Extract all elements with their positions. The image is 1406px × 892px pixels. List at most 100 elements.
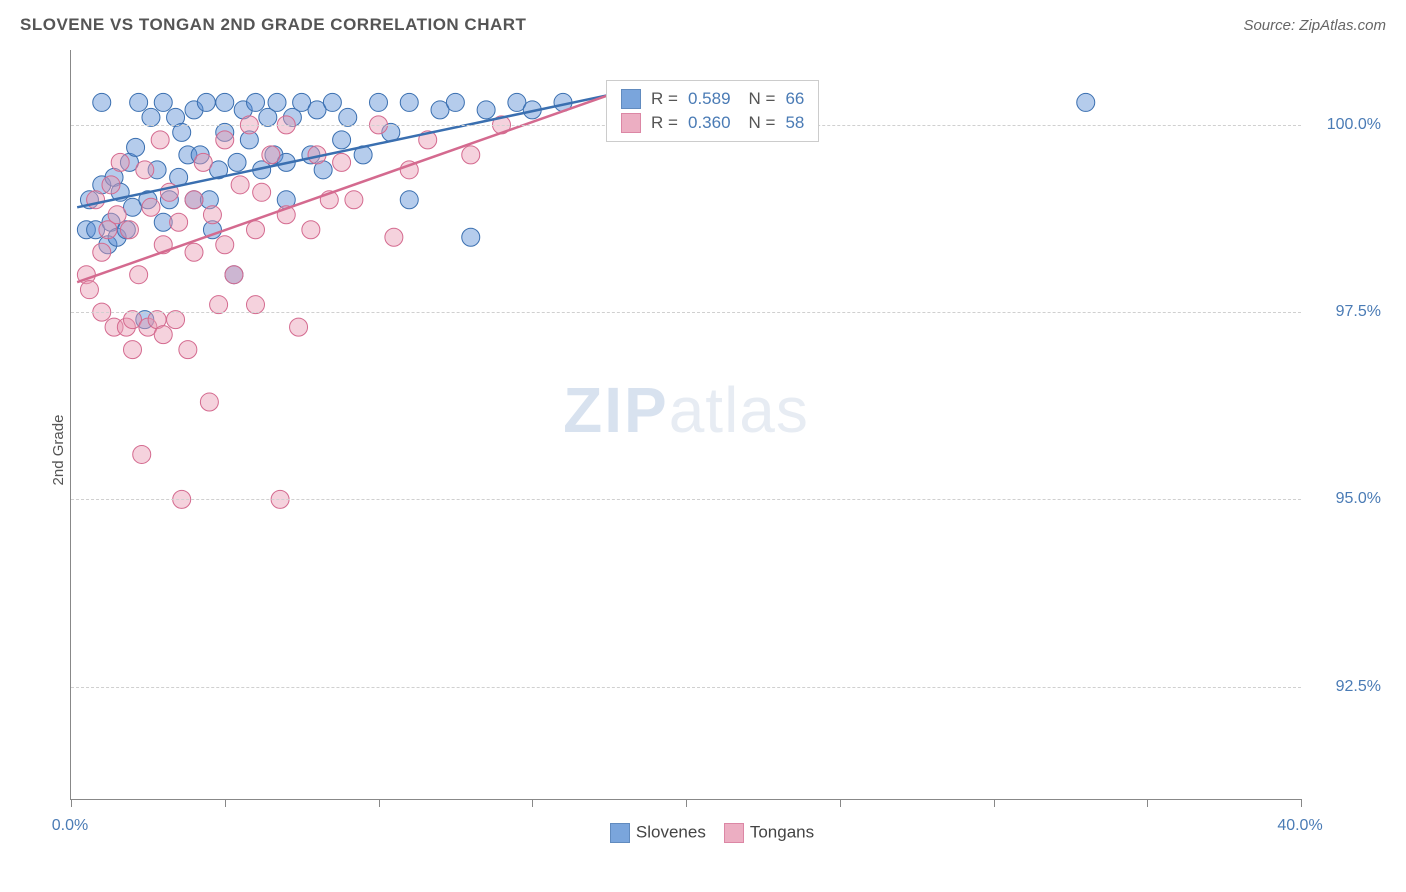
data-point xyxy=(247,221,265,239)
data-point xyxy=(154,93,172,111)
data-point xyxy=(210,296,228,314)
data-point xyxy=(200,393,218,411)
x-tick xyxy=(71,799,72,807)
grid-line xyxy=(71,499,1301,500)
x-tick-label: 0.0% xyxy=(52,817,88,835)
chart-title: SLOVENE VS TONGAN 2ND GRADE CORRELATION … xyxy=(20,15,526,35)
data-point xyxy=(1077,93,1095,111)
data-point xyxy=(93,243,111,261)
data-point xyxy=(203,206,221,224)
data-point xyxy=(477,101,495,119)
data-point xyxy=(108,206,126,224)
data-point xyxy=(462,146,480,164)
stats-row: R = 0.589 N = 66 xyxy=(621,87,804,111)
stats-row: R = 0.360 N = 58 xyxy=(621,111,804,135)
data-point xyxy=(216,236,234,254)
stats-r-label: R = xyxy=(651,113,678,133)
data-point xyxy=(133,445,151,463)
data-point xyxy=(170,213,188,231)
y-tick-label: 100.0% xyxy=(1327,116,1381,134)
data-point xyxy=(154,326,172,344)
y-tick-label: 95.0% xyxy=(1336,490,1381,508)
x-tick xyxy=(379,799,380,807)
y-axis-label: 2nd Grade xyxy=(50,415,67,486)
y-tick-label: 92.5% xyxy=(1336,678,1381,696)
footer-legend: Slovenes Tongans xyxy=(15,822,1391,843)
stats-n-label: N = xyxy=(749,113,776,133)
data-point xyxy=(268,93,286,111)
data-point xyxy=(462,228,480,246)
plot-area: ZIPatlas R = 0.589 N = 66 R = 0.360 N = … xyxy=(70,50,1301,800)
x-tick xyxy=(994,799,995,807)
chart-container: SLOVENE VS TONGAN 2ND GRADE CORRELATION … xyxy=(0,0,1406,892)
x-tick xyxy=(840,799,841,807)
data-point xyxy=(228,153,246,171)
x-tick-label: 40.0% xyxy=(1277,817,1322,835)
x-tick xyxy=(1301,799,1302,807)
data-point xyxy=(80,281,98,299)
grid-line xyxy=(71,312,1301,313)
y-tick-label: 97.5% xyxy=(1336,303,1381,321)
data-point xyxy=(385,228,403,246)
data-point xyxy=(231,176,249,194)
legend-label: Slovenes xyxy=(636,823,706,842)
data-point xyxy=(302,221,320,239)
data-point xyxy=(142,198,160,216)
data-point xyxy=(120,221,138,239)
data-point xyxy=(247,296,265,314)
stats-r-label: R = xyxy=(651,89,678,109)
stats-swatch xyxy=(621,113,641,133)
x-tick xyxy=(532,799,533,807)
chart-area: 2nd Grade ZIPatlas R = 0.589 N = 66 R = … xyxy=(15,45,1391,855)
stats-n-label: N = xyxy=(749,89,776,109)
legend-swatch xyxy=(610,823,630,843)
data-point xyxy=(111,153,129,171)
data-point xyxy=(124,341,142,359)
data-point xyxy=(333,153,351,171)
data-point xyxy=(87,191,105,209)
data-point xyxy=(253,183,271,201)
x-tick xyxy=(225,799,226,807)
data-point xyxy=(173,123,191,141)
data-point xyxy=(446,93,464,111)
stats-r-value: 0.360 xyxy=(688,113,731,133)
data-point xyxy=(167,311,185,329)
data-point xyxy=(400,191,418,209)
stats-swatch xyxy=(621,89,641,109)
data-point xyxy=(323,93,341,111)
data-point xyxy=(247,93,265,111)
data-point xyxy=(185,243,203,261)
data-point xyxy=(136,161,154,179)
data-point xyxy=(142,108,160,126)
data-point xyxy=(185,191,203,209)
data-point xyxy=(400,93,418,111)
data-point xyxy=(333,131,351,149)
legend-label: Tongans xyxy=(750,823,814,842)
data-point xyxy=(127,138,145,156)
data-point xyxy=(102,176,120,194)
data-point xyxy=(225,266,243,284)
grid-line xyxy=(71,687,1301,688)
chart-header: SLOVENE VS TONGAN 2ND GRADE CORRELATION … xyxy=(15,15,1391,45)
data-point xyxy=(262,146,280,164)
data-point xyxy=(151,131,169,149)
data-point xyxy=(197,93,215,111)
legend-swatch xyxy=(724,823,744,843)
data-point xyxy=(345,191,363,209)
x-tick xyxy=(686,799,687,807)
data-point xyxy=(130,93,148,111)
data-point xyxy=(179,341,197,359)
data-point xyxy=(370,93,388,111)
data-point xyxy=(130,266,148,284)
data-point xyxy=(216,131,234,149)
stats-n-value: 66 xyxy=(785,89,804,109)
stats-r-value: 0.589 xyxy=(688,89,731,109)
data-point xyxy=(339,108,357,126)
data-point xyxy=(93,93,111,111)
stats-n-value: 58 xyxy=(785,113,804,133)
data-point xyxy=(290,318,308,336)
stats-legend-box: R = 0.589 N = 66 R = 0.360 N = 58 xyxy=(606,80,819,142)
data-point xyxy=(216,93,234,111)
data-point xyxy=(194,153,212,171)
chart-source: Source: ZipAtlas.com xyxy=(1243,17,1386,34)
